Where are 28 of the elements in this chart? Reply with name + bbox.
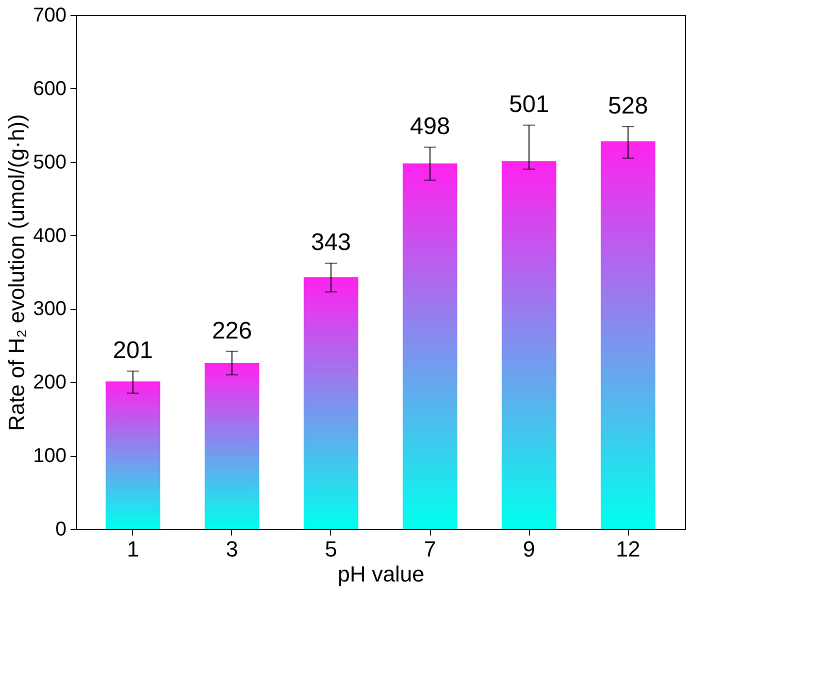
bar [402, 163, 458, 529]
x-tick-label: 7 [424, 536, 436, 562]
y-axis-title: Rate of H₂ evolution (umol/(g·h)) [4, 114, 30, 431]
y-tick-label: 600 [33, 78, 66, 100]
data-label: 528 [608, 92, 648, 120]
data-label: 201 [112, 337, 153, 364]
y-tick-label: 200 [33, 372, 66, 394]
y-tick-label: 700 [33, 4, 66, 26]
bar [600, 141, 656, 529]
x-tick-label: 3 [226, 536, 238, 562]
bar [304, 277, 358, 529]
x-tick-label: 9 [522, 536, 536, 562]
y-tick-label: 400 [33, 224, 66, 247]
data-label: 498 [410, 113, 450, 140]
bar [502, 161, 556, 529]
y-tick-label: 500 [33, 151, 66, 174]
x-tick-label: 1 [126, 536, 140, 562]
x-axis-title: pH value [338, 562, 424, 586]
bar [106, 381, 160, 529]
y-tick-label: 0 [55, 518, 66, 540]
y-tick-label: 100 [33, 445, 66, 468]
data-label: 226 [212, 317, 252, 344]
bar [204, 363, 260, 529]
y-tick-label: 300 [33, 298, 66, 320]
x-tick-label: 5 [324, 536, 338, 562]
data-label: 343 [310, 229, 352, 256]
data-label: 501 [509, 91, 550, 118]
x-tick-label: 12 [616, 536, 640, 562]
